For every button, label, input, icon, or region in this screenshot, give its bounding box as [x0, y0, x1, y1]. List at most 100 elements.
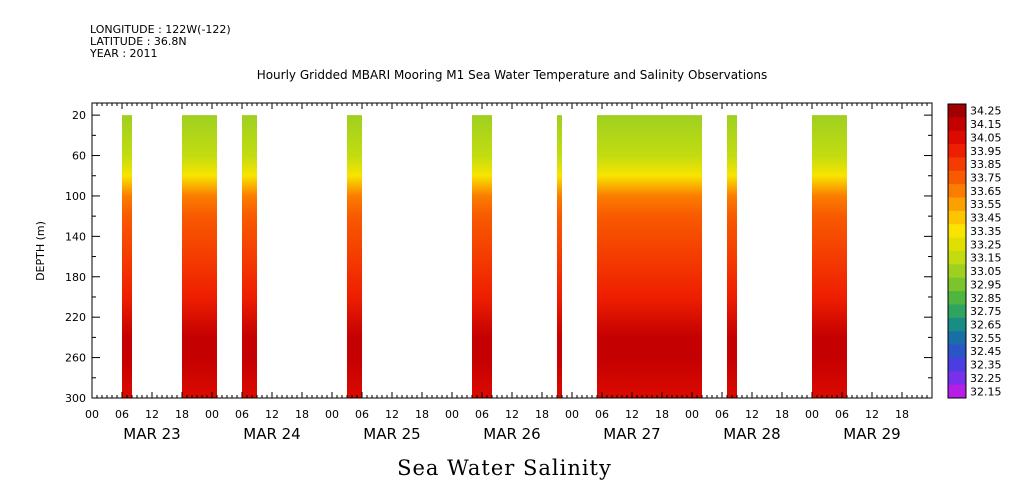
- data-segment-8: [727, 115, 737, 398]
- colorbar-label: 33.05: [970, 265, 1002, 278]
- y-tick-label: 100: [65, 190, 86, 203]
- latitude-text: LATITUDE : 36.8N: [90, 35, 187, 48]
- colorbar-swatch: [948, 344, 966, 359]
- x-date-label: MAR 28: [723, 425, 780, 443]
- colorbar-swatch: [948, 157, 966, 172]
- x-tick-label: 06: [235, 408, 249, 421]
- colorbar-swatch: [948, 224, 966, 239]
- x-tick-label: 12: [865, 408, 879, 421]
- y-tick-label: 180: [65, 271, 86, 284]
- x-tick-label: 18: [295, 408, 309, 421]
- data-segment-4: [347, 115, 362, 398]
- x-tick-label: 00: [805, 408, 819, 421]
- x-tick-label: 12: [745, 408, 759, 421]
- x-tick-label: 00: [325, 408, 339, 421]
- chart-title: Hourly Gridded MBARI Mooring M1 Sea Wate…: [256, 68, 768, 82]
- colorbar-swatch: [948, 384, 966, 399]
- colorbar-label: 32.65: [970, 319, 1002, 332]
- colorbar-label: 32.35: [970, 359, 1002, 372]
- colorbar-swatch: [948, 237, 966, 252]
- x-tick-label: 12: [385, 408, 399, 421]
- colorbar-swatch: [948, 197, 966, 212]
- x-tick-label: 06: [115, 408, 129, 421]
- data-segment-7: [597, 115, 702, 398]
- chart-caption: Sea Water Salinity: [397, 456, 612, 480]
- colorbar-swatch: [948, 130, 966, 145]
- x-date-label: MAR 27: [603, 425, 660, 443]
- x-tick-label: 12: [265, 408, 279, 421]
- colorbar-swatch: [948, 277, 966, 292]
- axis-labels: 20 60 100 140 180 220 260 300 00 06 12 18 00 06 12 18 00…: [65, 109, 909, 443]
- colorbar-swatch: [948, 104, 966, 118]
- x-tick-label: 06: [475, 408, 489, 421]
- plot-frame: [91, 102, 933, 399]
- colorbar-label: 33.35: [970, 225, 1002, 238]
- x-tick-label: 18: [535, 408, 549, 421]
- x-tick-label: 06: [355, 408, 369, 421]
- y-tick-label: 140: [65, 230, 86, 243]
- x-tick-label: 00: [685, 408, 699, 421]
- colorbar-label: 32.75: [970, 305, 1002, 318]
- x-tick-label: 18: [175, 408, 189, 421]
- colorbar-swatch: [948, 210, 966, 225]
- data-field: [122, 115, 847, 398]
- x-date-label: MAR 24: [243, 425, 300, 443]
- x-date-label: MAR 26: [483, 425, 540, 443]
- colorbar-label: 32.55: [970, 332, 1002, 345]
- x-tick-label: 06: [835, 408, 849, 421]
- colorbar-label: 33.85: [970, 158, 1002, 171]
- y-tick-label: 60: [72, 150, 86, 163]
- colorbar-swatch: [948, 357, 966, 372]
- x-tick-label: 06: [595, 408, 609, 421]
- x-tick-label: 18: [895, 408, 909, 421]
- colorbar-swatch: [948, 317, 966, 332]
- colorbar-label: 33.65: [970, 185, 1002, 198]
- x-tick-label: 12: [145, 408, 159, 421]
- colorbar-label: 33.75: [970, 172, 1002, 185]
- location-header: LONGITUDE : 122W(-122) LATITUDE : 36.8N …: [90, 24, 231, 60]
- x-tick-label: 06: [715, 408, 729, 421]
- colorbar-label: 34.25: [970, 105, 1002, 118]
- colorbar-swatch: [948, 117, 966, 132]
- x-date-label: MAR 23: [123, 425, 180, 443]
- x-date-label: MAR 29: [843, 425, 900, 443]
- x-tick-label: 12: [625, 408, 639, 421]
- colorbar-label: 33.25: [970, 238, 1002, 251]
- x-date-label: MAR 25: [363, 425, 420, 443]
- x-tick-label: 12: [505, 408, 519, 421]
- year-text: YEAR : 2011: [90, 47, 158, 60]
- colorbar-label: 32.85: [970, 292, 1002, 305]
- colorbar-swatch: [948, 371, 966, 386]
- colorbar-label: 33.95: [970, 145, 1002, 158]
- data-segment-5: [472, 115, 492, 398]
- data-segment-6: [557, 115, 562, 398]
- x-tick-label: 18: [655, 408, 669, 421]
- colorbar-swatch: [948, 304, 966, 319]
- data-segment-3: [242, 115, 257, 398]
- axis-ticks: [91, 103, 933, 399]
- y-tick-label: 220: [65, 311, 86, 324]
- longitude-text: LONGITUDE : 122W(-122): [90, 23, 231, 36]
- colorbar-label: 34.15: [970, 118, 1002, 131]
- x-tick-label: 00: [85, 408, 99, 421]
- y-tick-label: 20: [72, 109, 86, 122]
- x-tick-label: 00: [205, 408, 219, 421]
- colorbar-label: 33.45: [970, 212, 1002, 225]
- colorbar-label: 34.05: [970, 131, 1002, 144]
- y-axis-label: DEPTH (m): [34, 221, 47, 281]
- colorbar-swatch: [948, 144, 966, 158]
- y-tick-label: 300: [65, 392, 86, 405]
- colorbar-label: 32.15: [970, 385, 1002, 398]
- colorbar-swatch: [948, 291, 966, 305]
- colorbar-label: 32.25: [970, 372, 1002, 385]
- x-tick-label: 00: [565, 408, 579, 421]
- colorbar-swatch: [948, 170, 966, 185]
- colorbar-frame: [947, 103, 967, 399]
- colorbar: 34.2534.1534.0533.9533.8533.7533.6533.55…: [947, 103, 1002, 399]
- colorbar-swatch: [948, 264, 966, 279]
- x-tick-label: 00: [445, 408, 459, 421]
- colorbar-label: 33.15: [970, 252, 1002, 265]
- colorbar-label: 32.45: [970, 345, 1002, 358]
- colorbar-swatch: [948, 251, 966, 265]
